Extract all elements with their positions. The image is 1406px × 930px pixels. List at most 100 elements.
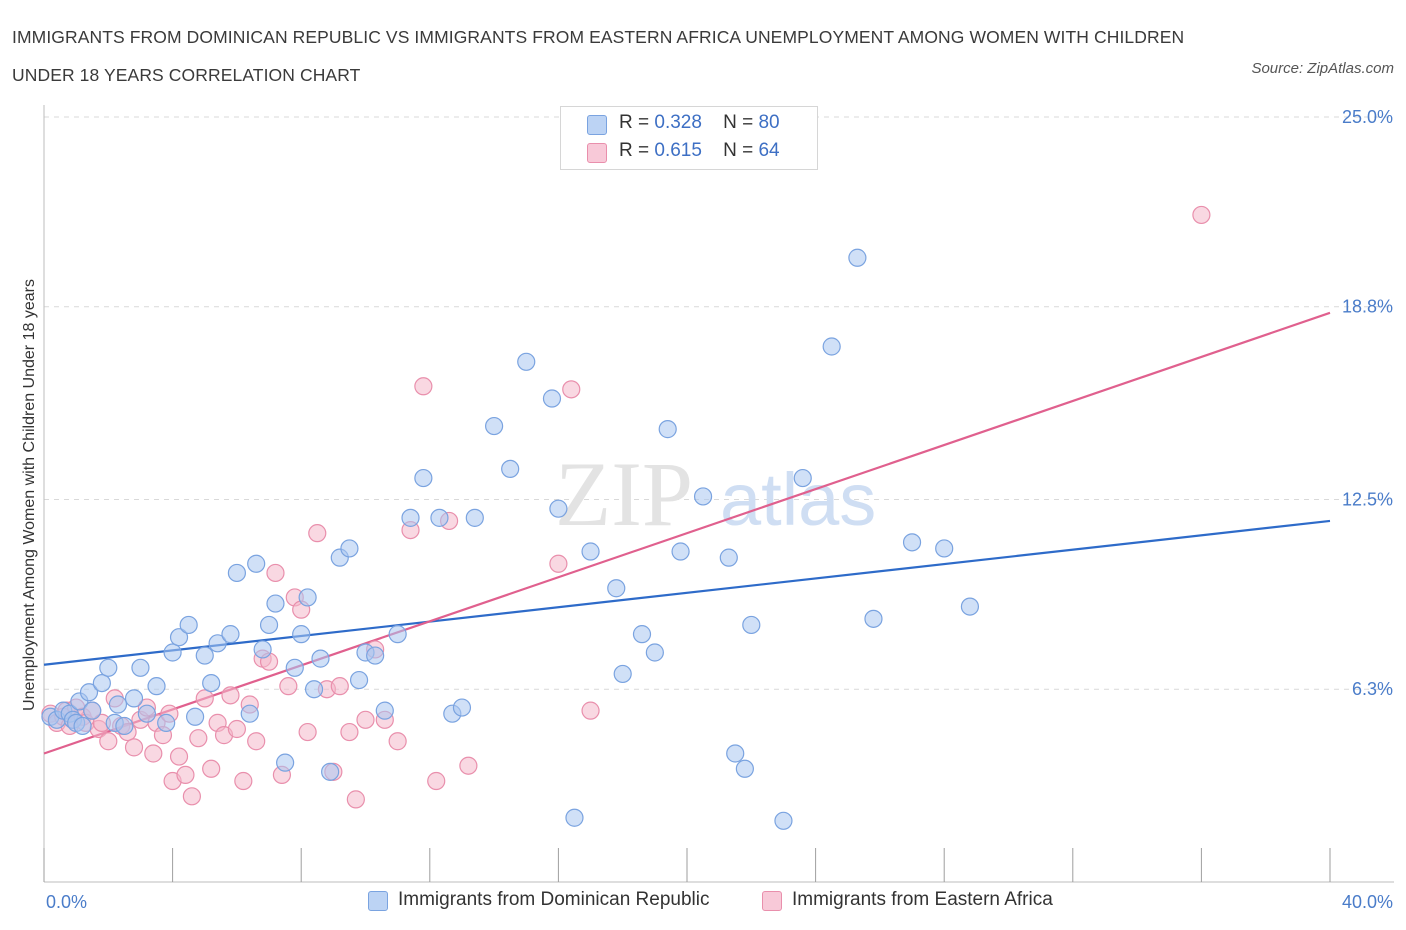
legend-r-value: 0.328	[654, 112, 702, 133]
point-eastern-africa	[266, 563, 285, 583]
point-dominican-republic	[774, 811, 793, 830]
point-dominican-republic	[902, 533, 922, 552]
legend-n-value: 80	[758, 112, 780, 133]
point-dominican-republic	[452, 698, 472, 717]
point-eastern-africa	[124, 738, 144, 757]
watermark-zip: ZIP	[555, 443, 693, 545]
point-dominican-republic	[848, 248, 867, 267]
point-dominican-republic	[99, 658, 118, 677]
point-eastern-africa	[330, 677, 349, 696]
point-dominican-republic	[793, 468, 812, 488]
point-dominican-republic	[259, 615, 279, 635]
point-dominican-republic	[115, 716, 134, 736]
point-eastern-africa	[182, 787, 201, 806]
point-dominican-republic	[292, 625, 311, 644]
legend-r-value: 0.615	[654, 140, 702, 161]
legend-r-label: R =	[619, 112, 650, 133]
point-eastern-africa	[234, 771, 253, 791]
point-dominican-republic	[565, 808, 584, 827]
point-dominican-republic	[960, 597, 980, 616]
point-eastern-africa	[340, 722, 359, 742]
y-tick-label: 12.5%	[1342, 490, 1393, 510]
trend-line-dominican	[43, 519, 1331, 666]
bottom-legend-swatch-blue	[368, 891, 388, 911]
x-tick-label: 40.0%	[1342, 892, 1393, 912]
point-eastern-africa	[202, 759, 221, 778]
point-eastern-africa	[1192, 205, 1211, 225]
point-dominican-republic	[202, 673, 221, 693]
axes	[43, 105, 1394, 883]
point-dominican-republic	[157, 713, 176, 732]
point-dominican-republic	[240, 704, 259, 723]
point-eastern-africa	[227, 719, 246, 739]
legend-n-label: N =	[723, 140, 754, 161]
point-dominican-republic	[79, 683, 99, 702]
point-eastern-africa	[581, 701, 600, 720]
point-eastern-africa	[562, 380, 581, 399]
point-dominican-republic	[388, 625, 407, 644]
y-axis-title: Unemployment Among Women with Children U…	[21, 279, 38, 711]
point-dominican-republic	[304, 680, 324, 699]
point-dominican-republic	[208, 634, 227, 653]
point-eastern-africa	[549, 554, 568, 573]
point-eastern-africa	[308, 524, 327, 543]
point-dominican-republic	[285, 658, 304, 677]
grid-lines	[44, 116, 1390, 690]
point-dominican-republic	[742, 615, 761, 635]
point-eastern-africa	[169, 747, 189, 766]
point-dominican-republic	[549, 499, 568, 518]
point-dominican-republic	[542, 389, 562, 408]
point-dominican-republic	[693, 487, 713, 506]
chart-title: IMMIGRANTS FROM DOMINICAN REPUBLIC VS IM…	[12, 27, 1185, 85]
legend-n-label: N =	[723, 112, 754, 133]
point-eastern-africa	[195, 689, 214, 708]
trend-line-eastern-africa	[43, 311, 1331, 755]
point-dominican-republic	[169, 628, 189, 647]
point-dominican-republic	[632, 625, 652, 644]
legend-r-label: R =	[619, 140, 650, 161]
point-eastern-africa	[221, 686, 240, 705]
point-eastern-africa	[99, 732, 118, 751]
bottom-legend-swatch-pink	[762, 891, 782, 911]
point-dominican-republic	[227, 563, 246, 583]
x-tick-labels: 0.0% 40.0%	[46, 892, 1393, 912]
point-dominican-republic	[253, 640, 272, 659]
point-dominican-republic	[147, 677, 166, 696]
point-dominican-republic	[83, 701, 102, 720]
point-dominican-republic	[735, 759, 754, 778]
point-dominican-republic	[607, 579, 626, 598]
bottom-legend-label-pink: Immigrants from Eastern Africa	[792, 889, 1053, 910]
point-dominican-republic	[266, 594, 285, 613]
point-dominican-republic	[658, 420, 677, 439]
point-dominican-republic	[935, 539, 954, 558]
point-dominican-republic	[465, 508, 484, 527]
y-tick-label: 6.3%	[1352, 679, 1393, 699]
point-dominican-republic	[864, 609, 883, 628]
point-dominican-republic	[430, 508, 449, 527]
point-dominican-republic	[581, 542, 600, 561]
point-eastern-africa	[247, 732, 266, 751]
point-dominican-republic	[137, 704, 156, 723]
point-eastern-africa	[346, 790, 365, 809]
point-dominican-republic	[124, 689, 144, 708]
point-eastern-africa	[356, 710, 375, 729]
y-tick-label: 25.0%	[1342, 107, 1393, 127]
trend-lines	[43, 311, 1331, 755]
point-dominican-republic	[719, 548, 738, 567]
point-dominican-republic	[311, 649, 330, 668]
point-dominican-republic	[195, 646, 214, 665]
point-eastern-africa	[144, 744, 163, 763]
point-dominican-republic	[221, 625, 240, 644]
point-dominican-republic	[321, 762, 340, 781]
point-eastern-africa	[427, 771, 446, 791]
series-dominican-republic-points	[41, 248, 980, 830]
point-eastern-africa	[279, 677, 298, 696]
point-dominican-republic	[671, 542, 690, 561]
legend-swatch-pink	[587, 143, 607, 163]
y-tick-labels: 6.3% 12.5% 18.8% 25.0%	[1342, 107, 1393, 699]
point-dominican-republic	[179, 615, 198, 635]
point-dominican-republic	[501, 459, 520, 478]
point-dominican-republic	[186, 707, 205, 726]
bottom-legend-label-blue: Immigrants from Dominican Republic	[398, 889, 710, 910]
